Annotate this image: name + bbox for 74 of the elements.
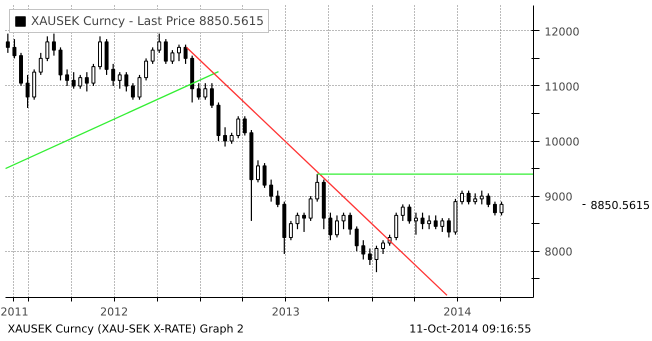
candlestick bbox=[288, 220, 293, 241]
candlestick bbox=[348, 212, 352, 236]
candlestick bbox=[486, 192, 490, 208]
candlestick bbox=[150, 46, 155, 64]
candlestick bbox=[12, 38, 16, 59]
candlestick bbox=[262, 162, 267, 188]
candlestick bbox=[269, 179, 274, 202]
x-tick-label: 2012 bbox=[100, 306, 128, 318]
y-tick-label: 8000 bbox=[544, 246, 572, 259]
candlestick bbox=[78, 74, 82, 90]
y-tick-label: 12000 bbox=[544, 25, 580, 38]
candlestick bbox=[414, 212, 418, 236]
candlestick bbox=[440, 218, 444, 233]
y-tick-label: 9000 bbox=[544, 190, 572, 204]
candlestick bbox=[473, 192, 478, 205]
candlestick bbox=[230, 132, 234, 144]
text: 8850.5615 bbox=[590, 198, 650, 212]
candlestick bbox=[460, 190, 464, 205]
candlestick bbox=[203, 82, 208, 100]
candlestick bbox=[446, 218, 451, 238]
text: 11-Oct-2014 09:16:55 bbox=[409, 322, 532, 336]
candlestick bbox=[394, 212, 398, 241]
candlestick bbox=[315, 173, 320, 202]
candlestick bbox=[196, 82, 201, 100]
legend-label: XAUSEK Curncy - Last Price 8850.5615 bbox=[31, 14, 264, 28]
candlestick bbox=[427, 214, 432, 230]
candlestick bbox=[256, 160, 260, 183]
candlestick bbox=[177, 44, 181, 62]
candlestick bbox=[276, 190, 280, 208]
candlestick bbox=[130, 82, 135, 100]
candlestick bbox=[381, 240, 386, 255]
candlestick bbox=[52, 33, 56, 56]
candlestick bbox=[170, 50, 174, 64]
candlestick bbox=[118, 72, 122, 90]
candlestick bbox=[45, 36, 50, 62]
candlestick bbox=[308, 196, 313, 222]
candlestick bbox=[420, 212, 425, 230]
candlestick bbox=[374, 245, 378, 273]
candlestick bbox=[400, 204, 405, 222]
candlestick bbox=[466, 190, 471, 205]
candlestick bbox=[242, 116, 247, 136]
candlestick bbox=[492, 201, 497, 216]
candlestick bbox=[500, 201, 504, 216]
candlestick bbox=[138, 74, 142, 100]
candlestick bbox=[124, 72, 128, 92]
candlestick bbox=[72, 72, 76, 90]
candlestick bbox=[434, 214, 438, 230]
candlestick bbox=[361, 240, 366, 260]
candlestick bbox=[144, 58, 148, 82]
candlestick bbox=[184, 44, 188, 64]
candlestick bbox=[328, 212, 332, 241]
candlestick bbox=[84, 72, 89, 92]
candlestick bbox=[295, 212, 300, 230]
candlestick bbox=[334, 214, 339, 238]
candlestick bbox=[65, 68, 70, 87]
candlestick bbox=[354, 226, 359, 252]
candlestick bbox=[407, 204, 412, 224]
candlestick bbox=[6, 33, 10, 54]
candlestick bbox=[210, 82, 214, 109]
candlestick bbox=[302, 212, 306, 233]
candlestick bbox=[368, 248, 372, 266]
x-tick-label: 2014 bbox=[443, 306, 472, 318]
candlestick bbox=[26, 74, 30, 109]
candlestick bbox=[111, 63, 116, 87]
text: XAUSEK Curncy (XAU-SEK X-RATE) Graph 2 bbox=[8, 322, 244, 336]
x-tick-label: 2011 bbox=[0, 306, 28, 318]
y-tick-label: 11000 bbox=[544, 80, 580, 94]
candlestick bbox=[91, 63, 96, 87]
x-tick-label: 2013 bbox=[272, 306, 300, 318]
candlestick bbox=[342, 212, 346, 230]
candlestick bbox=[223, 126, 228, 148]
candlestick bbox=[164, 38, 168, 64]
y-tick-label: 10000 bbox=[544, 136, 580, 149]
candlestick bbox=[480, 190, 484, 205]
